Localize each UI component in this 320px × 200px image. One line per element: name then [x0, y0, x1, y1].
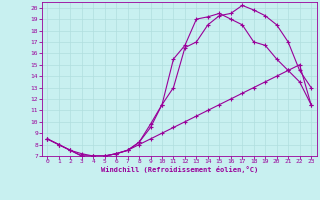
X-axis label: Windchill (Refroidissement éolien,°C): Windchill (Refroidissement éolien,°C): [100, 166, 258, 173]
